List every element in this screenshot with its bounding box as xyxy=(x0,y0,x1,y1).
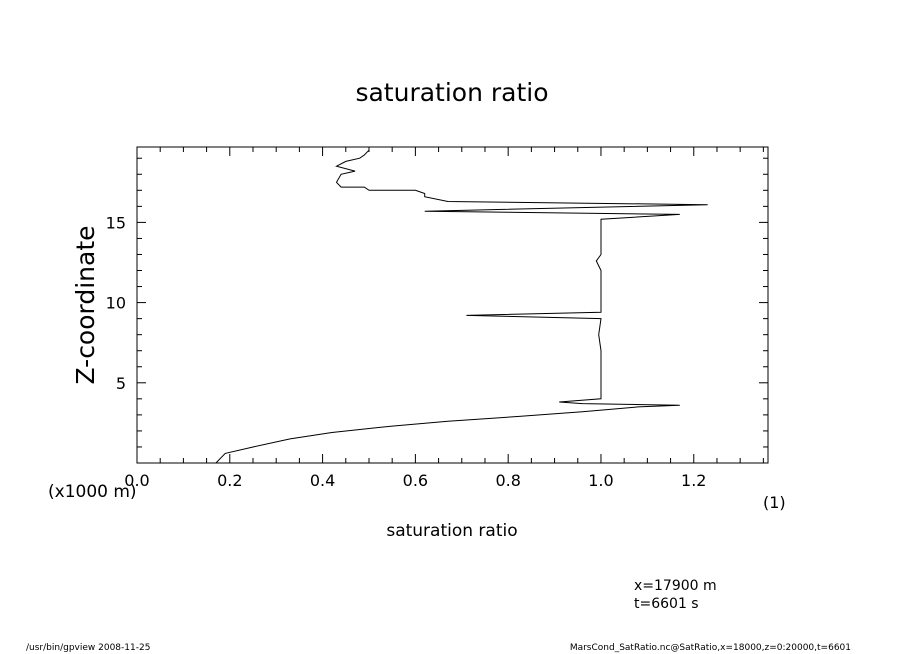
y-tick-label: 5 xyxy=(116,374,126,393)
y-axis-ticks: 5 10 15 xyxy=(106,157,768,448)
x-tick-label: 1.2 xyxy=(681,471,706,490)
plot-frame xyxy=(136,146,769,464)
series-group xyxy=(215,149,708,464)
x-unit-label: (1) xyxy=(763,493,786,512)
y-tick-label: 10 xyxy=(106,294,126,313)
time-annotation: t=6601 s xyxy=(634,596,699,612)
series-line xyxy=(215,149,708,464)
footer-left: /usr/bin/gpview 2008-11-25 xyxy=(26,643,150,653)
position-annotation: x=17900 m xyxy=(634,578,717,594)
footer-right: MarsCond_SatRatio.nc@SatRatio,x=18000,z=… xyxy=(570,643,851,653)
chart-title: saturation ratio xyxy=(355,78,548,107)
x-tick-label: 0.4 xyxy=(310,471,335,490)
y-tick-label: 15 xyxy=(106,213,126,232)
y-unit-label: (x1000 m) xyxy=(48,482,137,502)
x-axis-ticks: 0.0 0.2 0.4 0.6 0.8 1.0 1.2 xyxy=(124,147,764,490)
x-tick-label: 0.6 xyxy=(403,471,428,490)
x-tick-label: 0.0 xyxy=(124,471,149,490)
x-axis-label: saturation ratio xyxy=(386,521,517,541)
x-tick-label: 0.2 xyxy=(217,471,242,490)
x-tick-label: 0.8 xyxy=(495,471,520,490)
y-axis-label: Z-coordinate xyxy=(71,225,100,384)
x-tick-label: 1.0 xyxy=(588,471,613,490)
